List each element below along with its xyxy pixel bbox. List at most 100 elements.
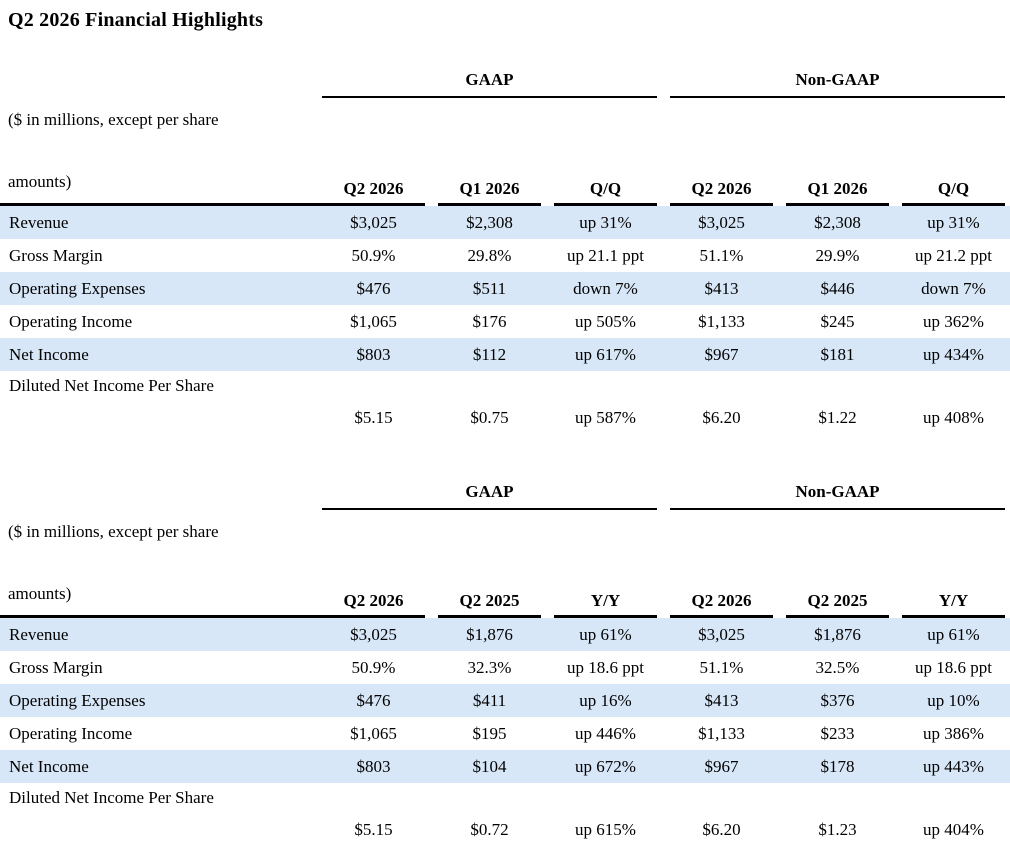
cell-value: $3,025 <box>350 213 397 232</box>
cell-value: $245 <box>820 312 855 331</box>
row-label-spacer <box>0 813 322 846</box>
cell-value: up 615% <box>575 820 636 839</box>
cell-value: up 672% <box>575 757 636 776</box>
row-label: Gross Margin <box>9 658 103 677</box>
table-row: Net Income $803 $104 up 672% $967 $178 up 443% <box>0 750 1010 783</box>
column-header: Q1 2026 <box>438 179 541 206</box>
tables-container: GAAP Non-GAAP ($ in millions, except per s… <box>0 70 1010 858</box>
row-label: Operating Expenses <box>9 279 146 298</box>
cell-value: up 10% <box>927 691 980 710</box>
row-label: Net Income <box>9 757 89 776</box>
cell-value: $6.20 <box>702 820 741 839</box>
cell-value: up 434% <box>923 345 984 364</box>
cell-value: up 408% <box>923 408 984 427</box>
cell-value: up 31% <box>579 213 632 232</box>
group-header-gaap: GAAP <box>322 482 657 510</box>
column-header: Q2 2025 <box>438 591 541 618</box>
cell-value: $176 <box>472 312 507 331</box>
units-note-line: amounts) <box>8 172 72 191</box>
row-label: Diluted Net Income Per Share <box>9 788 214 807</box>
cell-value: up 61% <box>579 625 632 644</box>
table-row: Operating Income $1,065 $176 up 505% $1,133 $… <box>0 305 1010 338</box>
cell-value: up 443% <box>923 757 984 776</box>
cell-value: $376 <box>820 691 855 710</box>
row-label: Revenue <box>9 625 69 644</box>
cell-value: up 404% <box>923 820 984 839</box>
cell-value: $2,308 <box>466 213 513 232</box>
row-values-line: $5.15 $0.75 up 587% $6.20 $1.22 up 408% <box>0 401 1010 434</box>
group-header-row: GAAP Non-GAAP <box>0 482 1010 510</box>
row-label: Net Income <box>9 345 89 364</box>
cell-value: $1,876 <box>814 625 861 644</box>
cell-value: $233 <box>820 724 855 743</box>
column-header: Q2 2026 <box>670 179 773 206</box>
cell-value: $1,133 <box>698 312 745 331</box>
cell-value: down 7% <box>573 279 638 298</box>
row-label: Diluted Net Income Per Share <box>9 376 214 395</box>
row-values-line: $5.15 $0.72 up 615% $6.20 $1.23 up 404% <box>0 813 1010 846</box>
table-row: Operating Income $1,065 $195 up 446% $1,133 $… <box>0 717 1010 750</box>
cell-value: $1,133 <box>698 724 745 743</box>
column-header: Q2 2025 <box>786 591 889 618</box>
table-row: Gross Margin 50.9% 29.8% up 21.1 ppt 51.1% 29… <box>0 239 1010 272</box>
cell-value: up 587% <box>575 408 636 427</box>
cell-value: $1.23 <box>818 820 857 839</box>
cell-value: down 7% <box>921 279 986 298</box>
cell-value: $5.15 <box>354 820 393 839</box>
column-header: Y/Y <box>554 591 657 618</box>
cell-value: 29.9% <box>815 246 860 265</box>
cell-value: up 16% <box>579 691 632 710</box>
cell-value: up 386% <box>923 724 984 743</box>
table-row: Net Income $803 $112 up 617% $967 $181 up 434% <box>0 338 1010 371</box>
cell-value: $967 <box>704 345 739 364</box>
cell-value: $181 <box>820 345 855 364</box>
column-header-row: ($ in millions, except per share amounts)… <box>0 110 1010 206</box>
units-note-line: amounts) <box>8 584 72 603</box>
cell-value: $413 <box>704 691 739 710</box>
column-header: Q1 2026 <box>786 179 889 206</box>
financial-table-year-over-year: GAAP Non-GAAP ($ in millions, except per s… <box>0 482 1010 858</box>
cell-value: $1,876 <box>466 625 513 644</box>
cell-value: $411 <box>472 691 507 710</box>
units-note: ($ in millions, except per share amounts) <box>0 522 322 618</box>
column-header: Q2 2026 <box>322 591 425 618</box>
column-header: Q2 2026 <box>322 179 425 206</box>
table-row: Operating Expenses $476 $411 up 16% $413 $376… <box>0 684 1010 717</box>
cell-value: up 21.2 ppt <box>915 246 992 265</box>
row-label: Gross Margin <box>9 246 103 265</box>
row-label: Operating Income <box>9 724 133 743</box>
cell-value: $1,065 <box>350 724 397 743</box>
cell-value: $195 <box>472 724 507 743</box>
cell-value: up 31% <box>927 213 980 232</box>
row-label: Revenue <box>9 213 69 232</box>
cell-value: 29.8% <box>467 246 512 265</box>
column-header-row: ($ in millions, except per share amounts)… <box>0 522 1010 618</box>
column-header: Q/Q <box>554 179 657 206</box>
cell-value: $3,025 <box>350 625 397 644</box>
cell-value: 50.9% <box>351 658 396 677</box>
column-header: Y/Y <box>902 591 1005 618</box>
cell-value: up 362% <box>923 312 984 331</box>
table-row: Gross Margin 50.9% 32.3% up 18.6 ppt 51.1% 32… <box>0 651 1010 684</box>
cell-value: up 61% <box>927 625 980 644</box>
cell-value: 32.5% <box>815 658 860 677</box>
group-header-gaap: GAAP <box>322 70 657 98</box>
units-note-line: ($ in millions, except per share <box>8 522 219 541</box>
cell-value: up 18.6 ppt <box>915 658 992 677</box>
cell-value: up 18.6 ppt <box>567 658 644 677</box>
units-note: ($ in millions, except per share amounts) <box>0 110 322 206</box>
column-header: Q2 2026 <box>670 591 773 618</box>
cell-value: 51.1% <box>699 658 744 677</box>
cell-value: $476 <box>356 691 391 710</box>
column-header: Q/Q <box>902 179 1005 206</box>
cell-value: 50.9% <box>351 246 396 265</box>
cell-value: $3,025 <box>698 625 745 644</box>
cell-value: $803 <box>356 345 391 364</box>
group-header-row: GAAP Non-GAAP <box>0 70 1010 98</box>
cell-value: up 617% <box>575 345 636 364</box>
cell-value: $178 <box>820 757 855 776</box>
group-header-non-gaap: Non-GAAP <box>670 482 1005 510</box>
table-row: Revenue $3,025 $2,308 up 31% $3,025 $2,308 up … <box>0 206 1010 239</box>
table-row: Operating Expenses $476 $511 down 7% $413 $44… <box>0 272 1010 305</box>
units-note-line: ($ in millions, except per share <box>8 110 219 129</box>
